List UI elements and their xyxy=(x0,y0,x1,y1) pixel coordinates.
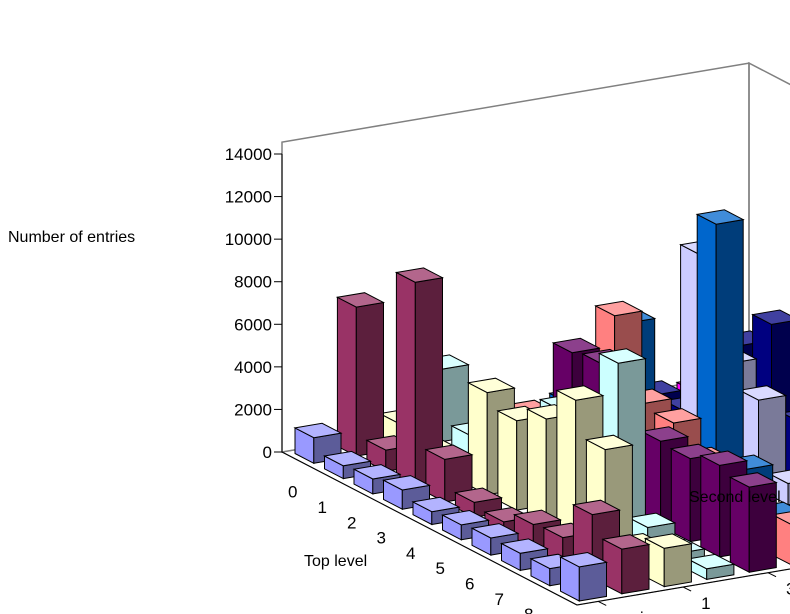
bar-front xyxy=(663,543,692,588)
z-tick-label: 12000 xyxy=(225,188,272,207)
x-axis-line xyxy=(281,451,578,606)
right-back-wall xyxy=(748,61,790,396)
bar-top xyxy=(767,469,790,485)
bar-top xyxy=(643,533,693,549)
z-axis-label: Number of entries xyxy=(8,229,135,246)
bar xyxy=(643,533,693,588)
bar xyxy=(558,551,609,602)
bar-side xyxy=(526,408,547,527)
bar-side xyxy=(497,410,518,511)
bar-top xyxy=(738,385,788,401)
bar-top xyxy=(293,422,343,439)
z-tick-label: 6000 xyxy=(234,315,272,334)
bar-top xyxy=(601,534,651,550)
z-tick-label: 14000 xyxy=(225,145,272,164)
bar-top xyxy=(558,551,609,568)
bar-top xyxy=(653,408,703,424)
bar-top xyxy=(571,499,622,516)
bar-front xyxy=(621,543,650,595)
y-tick-label: 1 xyxy=(701,594,710,613)
bar xyxy=(601,534,651,595)
y-tick xyxy=(598,600,607,606)
bar-top xyxy=(728,472,778,488)
bar-top xyxy=(771,511,790,525)
x-tick-label: 6 xyxy=(465,574,474,593)
z-tick-label: 10000 xyxy=(225,230,272,249)
bar-top xyxy=(453,487,504,503)
bar-top xyxy=(695,209,745,225)
bar-top xyxy=(584,434,634,451)
bar-top xyxy=(499,538,550,554)
bar-top xyxy=(512,509,563,526)
bar-top xyxy=(699,450,749,466)
y-tick-label: main xyxy=(616,608,653,614)
z-tick-label: 4000 xyxy=(234,358,272,377)
bar-top xyxy=(424,444,474,460)
bar-top xyxy=(686,553,736,570)
bar-top xyxy=(335,292,386,308)
bar-top xyxy=(381,475,432,491)
bar-top xyxy=(594,300,644,317)
bar xyxy=(424,444,474,503)
bar-top xyxy=(411,496,461,513)
bar-top xyxy=(322,450,373,467)
bar-top xyxy=(394,267,445,283)
y-axis-label: Second level xyxy=(689,489,781,506)
bar-top xyxy=(555,385,605,401)
bar xyxy=(728,472,778,574)
bar xyxy=(335,292,386,457)
bar-front xyxy=(355,301,384,457)
bar xyxy=(695,209,745,498)
bar xyxy=(771,511,790,565)
x-tick-label: 4 xyxy=(406,544,415,563)
z-tick-label: 2000 xyxy=(234,400,272,419)
bar-top xyxy=(440,509,491,526)
x-tick-label: 8 xyxy=(524,605,533,614)
bar-side xyxy=(395,271,416,488)
bars-layer xyxy=(293,209,790,602)
bar xyxy=(394,267,445,488)
bar xyxy=(686,553,736,581)
bar-side xyxy=(556,389,577,542)
y-tick xyxy=(682,586,692,592)
x-tick-label: 3 xyxy=(377,529,386,548)
y-axis-line xyxy=(576,568,790,606)
bar-top xyxy=(352,464,402,480)
bar-top xyxy=(597,348,647,364)
y-tick-label: 3 xyxy=(786,580,790,599)
z-tick-label: 8000 xyxy=(234,273,272,292)
bar-side xyxy=(700,454,721,558)
bar-front xyxy=(578,561,607,602)
x-tick-label: 5 xyxy=(436,559,445,578)
axes-layer: 0 2000 4000 6000 8000 10000 12000 14000 0 1 2 3 4 5 6 7… xyxy=(225,145,790,614)
bar-top xyxy=(640,426,690,442)
bar-top xyxy=(751,309,790,325)
z-tick-label: 0 xyxy=(263,443,272,462)
x-tick-label: 7 xyxy=(495,590,504,609)
bar-top xyxy=(466,377,516,394)
y-tick xyxy=(767,572,777,578)
x-tick-label: 2 xyxy=(347,513,356,532)
x-tick-label: 1 xyxy=(318,498,327,517)
x-tick-label: 0 xyxy=(288,483,297,502)
bar-top xyxy=(470,523,520,539)
bar-top xyxy=(551,337,601,354)
bar-top xyxy=(627,512,677,529)
x-axis-label: Top level xyxy=(304,553,367,570)
